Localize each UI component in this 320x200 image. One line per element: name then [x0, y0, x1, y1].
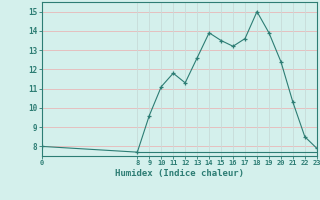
X-axis label: Humidex (Indice chaleur): Humidex (Indice chaleur)	[115, 169, 244, 178]
